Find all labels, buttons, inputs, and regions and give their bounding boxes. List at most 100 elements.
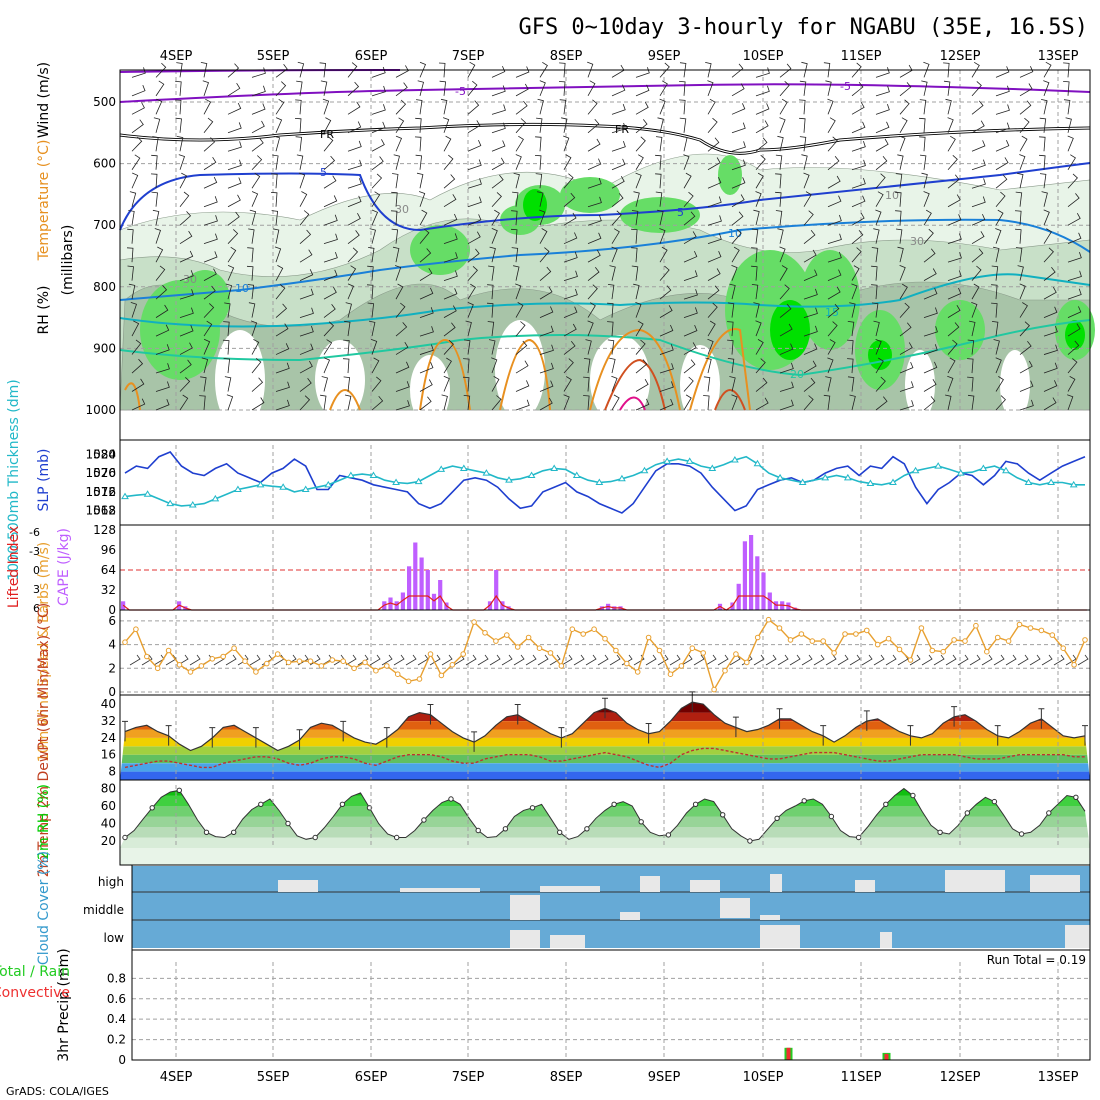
wind-barb-117 bbox=[1019, 100, 1032, 115]
wind-barb-590 bbox=[847, 321, 855, 337]
cloud-high-8 bbox=[400, 888, 480, 892]
wind-barb-384 bbox=[707, 233, 722, 245]
thickness-marker-4 bbox=[166, 499, 175, 507]
date-label-bottom-7: 11SEP bbox=[841, 1070, 882, 1085]
wind-barb-84 bbox=[227, 102, 242, 115]
temp-minmax-48 bbox=[645, 722, 652, 744]
wind-barb-531 bbox=[395, 302, 406, 318]
wind-barb-329 bbox=[347, 213, 361, 226]
wind-barb-306 bbox=[755, 191, 762, 207]
wind-barb-468 bbox=[803, 269, 818, 282]
panel-frame-cape bbox=[119, 524, 1091, 611]
wind-barb-543 bbox=[683, 307, 698, 318]
wind10m-point-8 bbox=[209, 656, 216, 662]
wind-barb-461 bbox=[631, 265, 639, 281]
wind-barb-738 bbox=[563, 394, 570, 411]
wind-barb-157 bbox=[1019, 117, 1030, 134]
cape-bar-101 bbox=[749, 535, 754, 610]
wind10m-barb-67 bbox=[933, 654, 945, 666]
contour-label-2: FR bbox=[320, 128, 334, 141]
thickness-marker-28 bbox=[437, 465, 446, 472]
wind-barb-620 bbox=[607, 339, 615, 355]
wind-barb-450 bbox=[367, 265, 374, 281]
wind-barb-229 bbox=[827, 156, 840, 171]
wind10m-point-13 bbox=[264, 660, 270, 667]
wind-barb-732 bbox=[419, 396, 432, 411]
contour-label-8: 15 bbox=[825, 306, 839, 319]
pressure-tick-3: 800 bbox=[93, 280, 116, 294]
wind-barb-503 bbox=[683, 289, 698, 300]
wind-barb-614 bbox=[464, 339, 471, 355]
precip-tick-4: 0.8 bbox=[107, 971, 126, 985]
wind-barb-597 bbox=[1019, 321, 1030, 337]
wind10m-barb-38 bbox=[585, 654, 597, 666]
rh2m-point-66 bbox=[720, 812, 726, 818]
contour-label-5: 5 bbox=[677, 206, 684, 219]
wind-barb-742 bbox=[659, 398, 674, 411]
cloud-mid-0 bbox=[510, 895, 540, 920]
wind10m-barb-54 bbox=[777, 654, 789, 666]
temp-minmax-76 bbox=[951, 706, 958, 727]
wind-barb-335 bbox=[491, 209, 500, 226]
cape-bar-45 bbox=[400, 592, 405, 610]
wind-barb-347 bbox=[775, 210, 783, 226]
wind-barb-599 bbox=[1067, 323, 1081, 337]
wind-barb-661 bbox=[635, 359, 648, 374]
wind-barb-75 bbox=[971, 81, 982, 97]
wind-barb-58 bbox=[558, 81, 566, 96]
wind-barb-756 bbox=[995, 395, 1006, 411]
precip-legend-total: Total / Rain bbox=[0, 964, 70, 980]
li-axis-label: Lifted Index bbox=[6, 526, 22, 608]
thickness-marker-56 bbox=[753, 459, 762, 467]
wind-barb-719 bbox=[1067, 376, 1076, 392]
wind-barb-153 bbox=[919, 117, 926, 133]
temp-tick-3: 32 bbox=[101, 714, 116, 728]
wind-axis-label: Wind (m/s) bbox=[36, 62, 52, 138]
thickness-marker-0 bbox=[121, 492, 129, 500]
wind-barb-169 bbox=[347, 140, 362, 152]
wind-barb-274 bbox=[947, 174, 960, 189]
wind10m-point-51 bbox=[678, 663, 685, 669]
rh2m-point-9 bbox=[203, 829, 210, 835]
wind-barb-708 bbox=[803, 377, 816, 392]
cape-tick-2: 64 bbox=[101, 563, 116, 577]
wind-barb-225 bbox=[731, 159, 746, 171]
wind-barb-459 bbox=[587, 267, 600, 281]
temp-minmax-16 bbox=[296, 729, 303, 750]
wind-barb-752 bbox=[899, 400, 914, 411]
thickness-marker-42 bbox=[595, 478, 604, 485]
wind-barb-351 bbox=[875, 209, 882, 226]
wind-barb-92 bbox=[416, 99, 423, 115]
wind-barb-56 bbox=[515, 83, 529, 97]
cloud-bg bbox=[132, 866, 1090, 948]
wind-barb-334 bbox=[467, 214, 482, 226]
wind-barb-173 bbox=[443, 135, 452, 152]
wind-barb-504 bbox=[707, 285, 720, 300]
cape-tick-0: 0 bbox=[108, 603, 116, 617]
wind10m-barb-70 bbox=[969, 654, 981, 666]
wind-barb-492 bbox=[419, 287, 434, 300]
wind-barb-220 bbox=[611, 158, 626, 171]
wind10m-barb-29 bbox=[477, 654, 489, 666]
wind-barb-726 bbox=[275, 399, 290, 411]
wind-barb-245 bbox=[251, 172, 261, 189]
wind-barb-497 bbox=[539, 286, 553, 300]
wind-barb-639 bbox=[1067, 340, 1080, 355]
wind10m-barb-48 bbox=[705, 654, 717, 666]
wind-barb-416 bbox=[511, 247, 519, 263]
wind-barb-343 bbox=[683, 211, 696, 226]
rh-blob-1 bbox=[180, 270, 230, 330]
rh2m-point-93 bbox=[964, 810, 970, 816]
wind-barb-469 bbox=[827, 269, 842, 282]
wind-barb-311 bbox=[875, 191, 884, 207]
wind-barb-46 bbox=[275, 81, 287, 97]
rh-band-5 bbox=[120, 788, 1090, 796]
thickness-marker-32 bbox=[482, 469, 491, 476]
wind10m-barb-69 bbox=[957, 654, 969, 666]
wind-barb-457 bbox=[539, 266, 552, 281]
wind-barb-548 bbox=[803, 307, 818, 318]
temp-minmax-56 bbox=[732, 716, 739, 738]
wind-barb-532 bbox=[419, 307, 434, 318]
rh2m-line bbox=[124, 787, 1086, 842]
